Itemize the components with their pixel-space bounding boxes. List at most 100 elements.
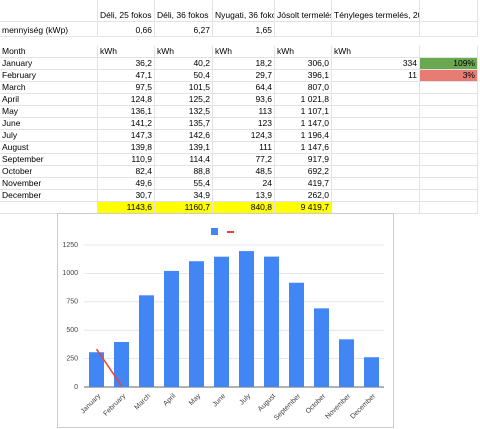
cell[interactable]: 18,2 xyxy=(213,58,275,70)
cell[interactable] xyxy=(420,82,478,94)
cell[interactable] xyxy=(332,178,420,190)
cell[interactable]: 82,4 xyxy=(98,166,155,178)
cell[interactable] xyxy=(420,0,478,22)
cell[interactable]: 93,6 xyxy=(213,94,275,106)
cell[interactable]: 419,7 xyxy=(275,178,332,190)
cell[interactable]: 1 107,1 xyxy=(275,106,332,118)
cell[interactable]: 114,4 xyxy=(155,154,213,166)
cell[interactable]: mennyiség (kWp) xyxy=(0,22,98,37)
cell[interactable]: 3% xyxy=(420,70,478,82)
cell[interactable]: 262,0 xyxy=(275,190,332,202)
cell[interactable]: 48,5 xyxy=(213,166,275,178)
cell[interactable] xyxy=(332,154,420,166)
cell[interactable]: 142,6 xyxy=(155,130,213,142)
cell[interactable]: 64,4 xyxy=(213,82,275,94)
cell[interactable] xyxy=(420,22,478,37)
cell[interactable]: 124,3 xyxy=(213,130,275,142)
cell[interactable]: 334 xyxy=(332,58,420,70)
cell[interactable]: kWh xyxy=(98,46,155,58)
cell[interactable]: 77,2 xyxy=(213,154,275,166)
cell[interactable]: September xyxy=(0,154,98,166)
cell[interactable]: 55,4 xyxy=(155,178,213,190)
cell[interactable]: 11 xyxy=(332,70,420,82)
cell[interactable]: 917,9 xyxy=(275,154,332,166)
cell[interactable]: 113 xyxy=(213,106,275,118)
cell[interactable] xyxy=(420,202,478,214)
cell[interactable]: July xyxy=(0,130,98,142)
cell[interactable] xyxy=(420,106,478,118)
cell[interactable]: 135,7 xyxy=(155,118,213,130)
cell[interactable]: kWh xyxy=(213,46,275,58)
cell[interactable]: February xyxy=(0,70,98,82)
cell[interactable] xyxy=(420,190,478,202)
cell[interactable] xyxy=(332,142,420,154)
cell[interactable] xyxy=(420,118,478,130)
cell[interactable]: Déli, 25 fokos xyxy=(98,0,155,22)
cell[interactable] xyxy=(332,106,420,118)
cell[interactable]: 1 147,0 xyxy=(275,118,332,130)
cell[interactable]: 88,8 xyxy=(155,166,213,178)
cell[interactable]: December xyxy=(0,190,98,202)
cell[interactable] xyxy=(0,202,98,214)
cell[interactable]: 24 xyxy=(213,178,275,190)
cell[interactable]: January xyxy=(0,58,98,70)
cell[interactable] xyxy=(332,190,420,202)
cell[interactable]: 109% xyxy=(420,58,478,70)
cell[interactable] xyxy=(420,178,478,190)
cell[interactable]: October xyxy=(0,166,98,178)
cell[interactable] xyxy=(332,94,420,106)
cell[interactable]: kWh xyxy=(332,46,420,58)
cell[interactable]: 306,0 xyxy=(275,58,332,70)
cell[interactable]: 101,5 xyxy=(155,82,213,94)
cell[interactable]: 139,8 xyxy=(98,142,155,154)
cell[interactable]: 40,2 xyxy=(155,58,213,70)
cell[interactable]: May xyxy=(0,106,98,118)
cell[interactable]: 111 xyxy=(213,142,275,154)
cell[interactable]: 132,5 xyxy=(155,106,213,118)
cell[interactable]: Month xyxy=(0,46,98,58)
cell[interactable]: August xyxy=(0,142,98,154)
cell[interactable]: 123 xyxy=(213,118,275,130)
cell[interactable]: 136,1 xyxy=(98,106,155,118)
cell[interactable]: 124,8 xyxy=(98,94,155,106)
cell[interactable]: 1 196,4 xyxy=(275,130,332,142)
cell[interactable]: 36,2 xyxy=(98,58,155,70)
cell[interactable] xyxy=(332,118,420,130)
cell[interactable]: 34,9 xyxy=(155,190,213,202)
cell[interactable] xyxy=(420,46,478,58)
cell[interactable]: Jósolt termelés xyxy=(275,0,332,22)
cell[interactable] xyxy=(332,82,420,94)
cell[interactable]: 6,27 xyxy=(155,22,213,37)
cell[interactable]: 807,0 xyxy=(275,82,332,94)
cell[interactable]: 30,7 xyxy=(98,190,155,202)
cell[interactable] xyxy=(420,154,478,166)
cell[interactable]: 50,4 xyxy=(155,70,213,82)
cell[interactable]: April xyxy=(0,94,98,106)
cell[interactable]: 47,1 xyxy=(98,70,155,82)
cell[interactable]: June xyxy=(0,118,98,130)
cell[interactable]: Déli, 36 fokos xyxy=(155,0,213,22)
cell[interactable]: Tényleges termelés, 2022 xyxy=(332,0,420,22)
cell[interactable] xyxy=(332,22,420,37)
cell[interactable]: kWh xyxy=(275,46,332,58)
cell[interactable]: 97,5 xyxy=(98,82,155,94)
cell[interactable]: 1 147,6 xyxy=(275,142,332,154)
cell[interactable]: 1,65 xyxy=(213,22,275,37)
cell[interactable]: 0,66 xyxy=(98,22,155,37)
cell[interactable]: kWh xyxy=(155,46,213,58)
cell[interactable]: 396,1 xyxy=(275,70,332,82)
cell[interactable] xyxy=(420,94,478,106)
cell[interactable]: 110,9 xyxy=(98,154,155,166)
cell[interactable]: 1 021,8 xyxy=(275,94,332,106)
cell[interactable] xyxy=(275,22,332,37)
cell[interactable]: Nyugati, 36 fokos xyxy=(213,0,275,22)
cell[interactable]: 141,2 xyxy=(98,118,155,130)
cell[interactable] xyxy=(0,0,98,22)
cell[interactable]: 692,2 xyxy=(275,166,332,178)
cell[interactable] xyxy=(420,130,478,142)
cell[interactable] xyxy=(420,142,478,154)
cell[interactable]: 13,9 xyxy=(213,190,275,202)
cell[interactable]: 29,7 xyxy=(213,70,275,82)
cell[interactable] xyxy=(332,166,420,178)
cell[interactable]: 49,6 xyxy=(98,178,155,190)
